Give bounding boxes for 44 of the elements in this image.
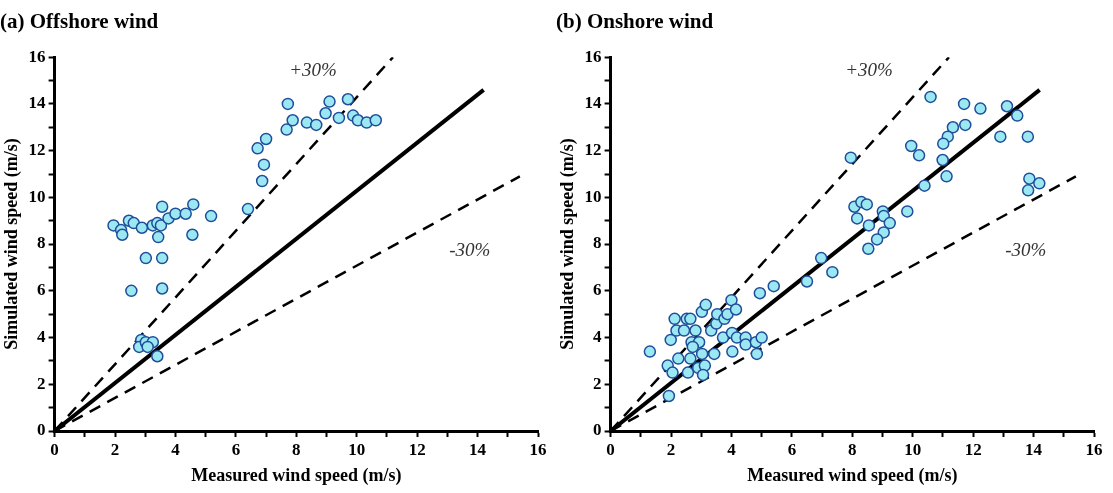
chart-title: (b) Onshore wind [556, 9, 714, 34]
y-tick-label: 16 [28, 46, 46, 66]
y-tick-label: 10 [28, 186, 46, 206]
y-tick-label: 10 [584, 186, 602, 206]
x-axis-title: Measured wind speed (m/s) [747, 464, 958, 486]
x-tick-label: 16 [1085, 439, 1103, 459]
y-tick-label: 4 [593, 326, 603, 346]
y-axis-title: Simulated wind speed (m/s) [1, 138, 23, 350]
x-tick-label: 4 [171, 439, 181, 459]
x-tick-label: 8 [292, 439, 301, 459]
y-tick-label: 0 [37, 420, 46, 440]
x-tick-label: 14 [1025, 439, 1043, 459]
x-tick-label: 14 [469, 439, 487, 459]
x-tick-label: 4 [727, 439, 737, 459]
annotation: +30% [289, 59, 337, 81]
y-tick-label: 8 [593, 233, 602, 253]
y-tick-label: 0 [593, 420, 602, 440]
y-tick-label: 12 [584, 140, 602, 160]
x-tick-label: 2 [110, 439, 120, 459]
y-tick-label: 6 [593, 280, 602, 300]
y-tick-label: 14 [28, 93, 47, 113]
annotation: +30% [845, 59, 893, 81]
x-tick-label: 16 [529, 439, 547, 459]
y-tick-label: 12 [28, 140, 46, 160]
x-tick-label: 2 [666, 439, 676, 459]
annotation: -30% [449, 239, 491, 261]
y-tick-label: 16 [584, 46, 602, 66]
y-axis-title: Simulated wind speed (m/s) [557, 138, 579, 350]
x-tick-label: 6 [231, 439, 241, 459]
x-tick-label: 8 [848, 439, 857, 459]
y-tick-label: 2 [37, 373, 46, 393]
y-tick-label: 8 [37, 233, 46, 253]
x-tick-label: 10 [904, 439, 922, 459]
x-tick-label: 12 [964, 439, 982, 459]
y-tick-label: 14 [584, 93, 603, 113]
x-axis-title: Measured wind speed (m/s) [191, 464, 402, 486]
chart-title: (a) Offshore wind [0, 9, 159, 34]
annotation: -30% [1005, 239, 1047, 261]
y-tick-label: 4 [37, 326, 47, 346]
x-tick-label: 10 [348, 439, 366, 459]
y-tick-label: 2 [593, 373, 602, 393]
x-tick-label: 6 [787, 439, 797, 459]
x-tick-label: 12 [408, 439, 426, 459]
y-tick-label: 6 [37, 280, 46, 300]
